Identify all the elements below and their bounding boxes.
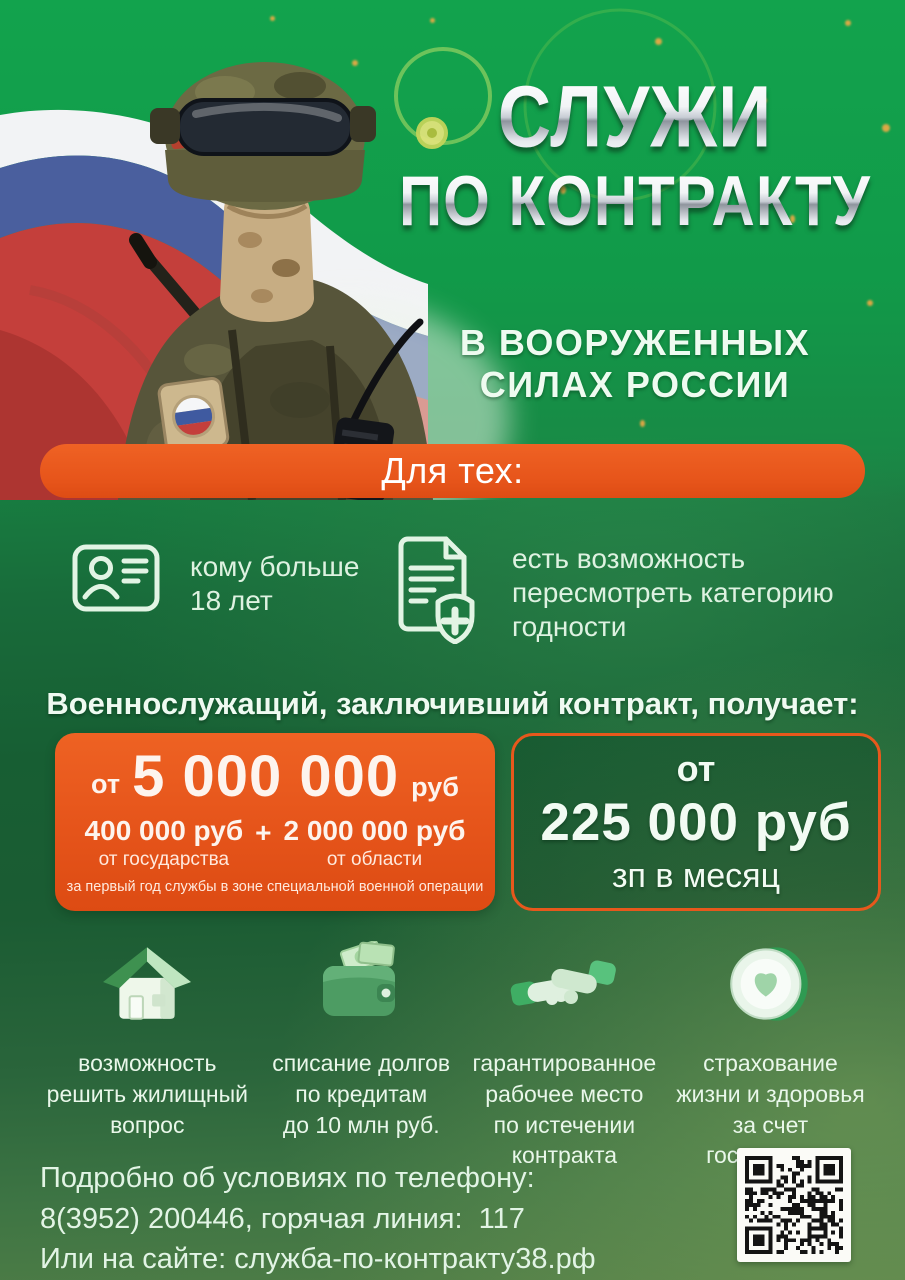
- title-line-1: СЛУЖИ: [380, 71, 890, 163]
- for-those-label: Для тех:: [381, 450, 524, 491]
- for-those-banner: Для тех:: [40, 444, 865, 498]
- bonus-prefix: от: [91, 768, 121, 799]
- spark: [867, 300, 873, 306]
- spark: [352, 60, 358, 66]
- benefit-insurance-line3: за счет: [732, 1111, 809, 1138]
- state-amount: 400 000 руб: [84, 814, 244, 846]
- criteria-fitness-line2: пересмотреть категорию: [512, 577, 834, 609]
- contact-info: Подробно об условиях по телефону: 8(3952…: [40, 1158, 596, 1280]
- coin-heart-icon: [726, 936, 814, 1032]
- region-label: от области: [326, 848, 423, 870]
- benefits-row: возможность решить жилищный вопрос списа…: [34, 936, 874, 1171]
- spark: [430, 18, 435, 23]
- criteria-fitness: есть возможность пересмотреть категорию …: [396, 536, 834, 644]
- bonus-currency: руб: [411, 771, 459, 802]
- benefit-debt-label: списание долгов по кредитам до 10 млн ру…: [272, 1048, 450, 1140]
- benefit-job-label: гарантированное рабочее место по истечен…: [473, 1048, 657, 1171]
- benefit-job-line4: контракта: [511, 1142, 618, 1169]
- spark: [560, 185, 566, 194]
- bonus-breakdown: 400 000 руб от государства + 2 000 000 р…: [85, 815, 466, 871]
- helmet-icon: [150, 62, 376, 210]
- qr-code: [737, 1148, 851, 1262]
- benefit-housing-line1: возможность: [78, 1050, 217, 1076]
- id-card-icon: [72, 544, 160, 612]
- spark: [270, 16, 275, 21]
- criteria-age: кому больше 18 лет: [72, 544, 359, 618]
- bonus-amount-line: от 5 000 000 руб: [91, 744, 459, 810]
- contact-line-phone-number: 8(3952) 200446, горячая линия: 117: [40, 1202, 525, 1235]
- region-amount: 2 000 000 руб: [283, 814, 466, 846]
- benefit-housing-line3: вопрос: [110, 1111, 185, 1138]
- salary-amount: 225 000 руб: [540, 793, 852, 852]
- benefit-housing: возможность решить жилищный вопрос: [34, 936, 261, 1171]
- subtitle-line-2: СИЛАХ РОССИИ: [479, 364, 791, 406]
- criteria-fitness-text: есть возможность пересмотреть категорию …: [512, 536, 834, 644]
- benefit-debt-line3: до 10 млн руб.: [282, 1111, 440, 1138]
- spark: [790, 215, 795, 223]
- benefit-insurance-label: страхование жизни и здоровья за счет гос…: [676, 1048, 864, 1171]
- spark: [640, 420, 645, 427]
- qr-code-pattern: [745, 1156, 843, 1254]
- benefit-debt-line2: по кредитам: [295, 1080, 428, 1107]
- spark: [845, 20, 851, 26]
- salary-caption: зп в месяц: [611, 857, 781, 895]
- bonus-amount: 5 000 000: [132, 744, 400, 810]
- shoulder-flag-patch: [157, 377, 230, 454]
- benefit-insurance: страхование жизни и здоровья за счет гос…: [667, 936, 874, 1171]
- benefit-insurance-line2: жизни и здоровья: [676, 1080, 865, 1107]
- signup-bonus-card: от 5 000 000 руб 400 000 руб от государс…: [55, 733, 495, 911]
- benefit-job-line3: по истечении: [493, 1111, 636, 1138]
- salary-card: от 225 000 руб зп в месяц: [511, 733, 881, 911]
- benefit-debt-line1: списание долгов: [272, 1050, 451, 1076]
- benefit-job-line1: гарантированное: [472, 1050, 657, 1076]
- benefit-housing-line2: решить жилищный: [46, 1080, 248, 1107]
- spark: [762, 98, 767, 103]
- title-line-2: ПО КОНТРАКТУ: [380, 164, 890, 239]
- payment-section: от 5 000 000 руб 400 000 руб от государс…: [55, 733, 881, 911]
- spark: [882, 124, 890, 132]
- bonus-part-region: 2 000 000 руб от области: [284, 815, 466, 871]
- benefit-debt: списание долгов по кредитам до 10 млн ру…: [261, 936, 462, 1171]
- criteria-age-line2: 18 лет: [190, 585, 273, 617]
- subtitle-line-1: В ВООРУЖЕННЫХ: [459, 322, 811, 363]
- house-icon: [101, 936, 193, 1032]
- benefit-job-line2: рабочее место: [485, 1080, 644, 1107]
- benefit-insurance-line1: страхование: [703, 1050, 838, 1076]
- handshake-icon: [509, 936, 619, 1032]
- state-label: от государства: [98, 848, 230, 870]
- benefit-job: гарантированное рабочее место по истечен…: [462, 936, 667, 1171]
- contact-line-phone-header: Подробно об условиях по телефону:: [40, 1162, 535, 1194]
- poster-subtitle: В ВООРУЖЕННЫХ СИЛАХ РОССИИ: [420, 322, 850, 407]
- bonus-part-state: 400 000 руб от государства: [85, 815, 244, 871]
- wallet-money-icon: [315, 936, 407, 1032]
- benefits-header: Военнослужащий, заключивший контракт, по…: [46, 686, 859, 721]
- plus-sign: +: [255, 816, 272, 848]
- goggles-icon: [150, 98, 376, 156]
- benefit-housing-label: возможность решить жилищный вопрос: [47, 1048, 248, 1140]
- poster-title: СЛУЖИ ПО КОНТРАКТУ: [380, 71, 890, 238]
- criteria-section: кому больше 18 лет есть возможность пере…: [0, 536, 905, 666]
- salary-prefix: от: [676, 748, 716, 789]
- medical-fitness-document-icon: [398, 536, 475, 644]
- criteria-fitness-line3: годности: [512, 611, 627, 643]
- bonus-note: за первый год службы в зоне специальной …: [66, 878, 484, 895]
- lens-flare: [394, 8, 717, 202]
- criteria-age-line1: кому больше: [190, 551, 360, 582]
- criteria-age-text: кому больше 18 лет: [190, 544, 359, 618]
- criteria-fitness-line1: есть возможность: [512, 543, 746, 574]
- spark: [655, 38, 662, 45]
- contact-line-website: Или на сайте: служба-по-контракту38.рф: [40, 1243, 596, 1276]
